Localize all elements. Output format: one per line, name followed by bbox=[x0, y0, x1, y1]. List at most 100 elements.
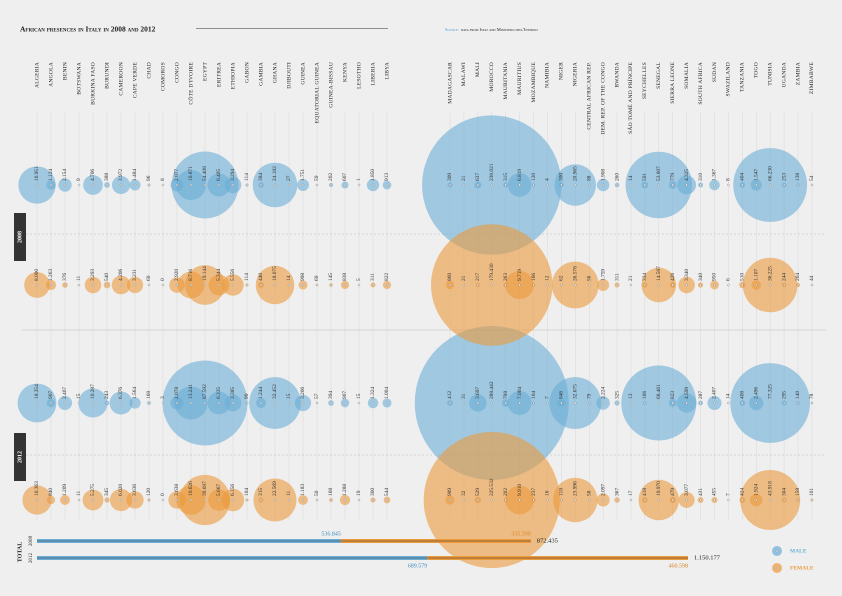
total-label: 872.435 bbox=[537, 537, 558, 544]
center-dot bbox=[699, 401, 702, 405]
country-label: MADAGASCAR bbox=[447, 62, 453, 104]
center-dot bbox=[315, 283, 319, 287]
center-dot bbox=[782, 283, 786, 287]
value-label: 23.996 bbox=[573, 481, 579, 496]
value-label: 4 bbox=[545, 178, 551, 181]
center-dot bbox=[371, 401, 375, 405]
total-female-label: 460.598 bbox=[669, 563, 689, 569]
country-label: SWAZILAND bbox=[726, 62, 732, 96]
country-label: NAMIBIA bbox=[545, 62, 551, 88]
value-label: 1.107 bbox=[753, 269, 759, 281]
value-label: 60 bbox=[146, 275, 152, 281]
center-dot bbox=[259, 183, 263, 187]
year-label: 2012 bbox=[17, 451, 23, 463]
value-label: 3.231 bbox=[132, 269, 138, 281]
center-dot bbox=[49, 498, 53, 502]
value-label: 840 bbox=[48, 488, 54, 496]
value-label: 18.354 bbox=[34, 384, 40, 399]
country-label: MAURITANIA bbox=[503, 62, 509, 100]
center-dot bbox=[77, 183, 81, 187]
center-dot bbox=[315, 401, 319, 405]
center-dot bbox=[574, 283, 577, 287]
value-label: 17 bbox=[628, 490, 634, 496]
center-dot bbox=[601, 283, 605, 287]
center-dot bbox=[727, 401, 730, 405]
center-dot bbox=[769, 183, 772, 187]
value-label: 118 bbox=[559, 488, 565, 496]
value-label: 5.556 bbox=[230, 269, 236, 281]
center-dot bbox=[245, 498, 249, 502]
center-dot bbox=[35, 498, 39, 502]
value-label: 2.077 bbox=[174, 169, 180, 181]
value-label: 4.325 bbox=[684, 169, 690, 181]
value-label: 26.578 bbox=[573, 266, 579, 281]
center-dot bbox=[504, 498, 507, 502]
center-dot bbox=[259, 283, 263, 287]
value-label: 2.920 bbox=[174, 269, 180, 281]
center-dot bbox=[231, 401, 235, 405]
value-label: 96 bbox=[146, 175, 152, 181]
value-label: 300 bbox=[559, 173, 565, 181]
value-label: 244 bbox=[781, 273, 787, 281]
center-dot bbox=[301, 401, 305, 405]
center-dot bbox=[77, 498, 81, 502]
center-dot bbox=[77, 401, 81, 405]
total-label: 1.150.177 bbox=[694, 554, 721, 561]
center-dot bbox=[782, 401, 786, 405]
center-dot bbox=[629, 401, 633, 405]
value-label: 24.182 bbox=[272, 166, 278, 181]
center-dot bbox=[560, 401, 563, 405]
center-dot bbox=[518, 283, 521, 287]
value-label: 4.206 bbox=[118, 269, 124, 281]
value-label: 114 bbox=[244, 273, 250, 281]
value-label: 66.230 bbox=[767, 166, 773, 181]
value-label: 424 bbox=[740, 488, 746, 496]
center-dot bbox=[532, 498, 535, 502]
value-label: 166 bbox=[642, 391, 648, 399]
center-dot bbox=[105, 183, 109, 187]
value-label: 315 bbox=[258, 488, 264, 496]
center-dot bbox=[755, 183, 758, 187]
value-label: 3.636 bbox=[132, 484, 138, 496]
value-label: 0 bbox=[160, 278, 166, 281]
center-dot bbox=[448, 283, 452, 287]
value-label: 140 bbox=[795, 391, 801, 399]
value-label: 309 bbox=[447, 173, 453, 181]
center-dot bbox=[63, 183, 67, 187]
center-dot bbox=[133, 498, 137, 502]
value-label: 101 bbox=[809, 488, 815, 496]
value-label: 6.020 bbox=[118, 484, 124, 496]
center-dot bbox=[147, 183, 151, 187]
center-dot bbox=[518, 498, 521, 502]
center-dot bbox=[769, 498, 772, 502]
value-label: 30.697 bbox=[202, 481, 208, 496]
value-label: 120 bbox=[531, 173, 537, 181]
center-dot bbox=[643, 283, 647, 287]
center-dot bbox=[161, 183, 165, 187]
value-label: 69 bbox=[314, 275, 320, 281]
center-dot bbox=[105, 401, 109, 405]
center-dot bbox=[671, 283, 674, 287]
value-label: 104 bbox=[531, 391, 537, 399]
value-label: 12 bbox=[545, 275, 551, 281]
center-dot bbox=[259, 401, 263, 405]
country-label: TUNISIA bbox=[767, 62, 773, 86]
total-female-label: 335.590 bbox=[511, 531, 531, 537]
center-dot bbox=[287, 183, 291, 187]
value-label: 260 bbox=[614, 173, 620, 181]
center-dot bbox=[490, 183, 493, 187]
center-dot bbox=[161, 498, 165, 502]
center-dot bbox=[462, 498, 466, 502]
center-dot bbox=[448, 498, 452, 502]
center-dot bbox=[301, 183, 305, 187]
value-label: 9 bbox=[76, 178, 82, 181]
totals-label: Total bbox=[17, 542, 23, 562]
center-dot bbox=[796, 498, 800, 502]
center-dot bbox=[301, 283, 305, 287]
center-dot bbox=[657, 283, 660, 287]
center-dot bbox=[560, 283, 563, 287]
value-label: 27 bbox=[286, 175, 292, 181]
value-label: 1.484 bbox=[132, 169, 138, 181]
center-dot bbox=[49, 183, 53, 187]
